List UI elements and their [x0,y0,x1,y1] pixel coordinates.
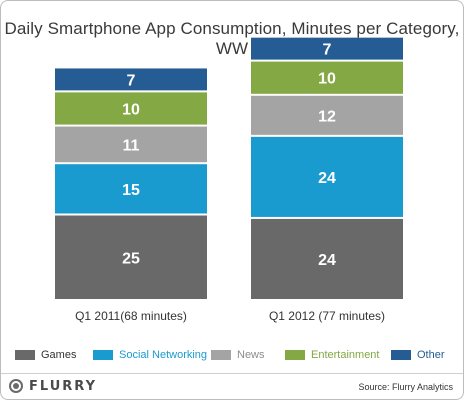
bar-segment-entertainment-2 [251,61,403,94]
flurry-logo-icon [9,379,23,393]
data-label-games-1: 25 [122,250,140,267]
source-note: Source: Flurry Analytics [358,382,453,392]
bar-segment-social-networking-2 [251,136,403,217]
data-label-social-networking-2: 24 [318,170,336,187]
flurry-logo-text: FLURRY [29,378,97,394]
legend-label: Entertainment [311,349,380,362]
x-tick-label-2: Q1 2012 (77 minutes) [269,309,385,323]
bar-segment-news-2 [251,95,403,135]
legend-label: Social Networking [119,349,208,362]
chart-title: Daily Smartphone App Consumption, Minute… [4,19,460,58]
legend-item-news: News [211,349,265,361]
legend-item-other: Other [391,349,445,361]
bar-segment-other-1 [55,68,207,91]
bar-segment-entertainment-1 [55,92,207,125]
legend-label: Other [417,349,445,362]
data-label-news-1: 11 [123,137,140,154]
footer-divider [1,373,463,374]
legend-swatch [285,350,305,361]
data-label-entertainment-2: 10 [318,71,336,88]
data-label-other-2: 7 [323,42,332,59]
legend-swatch [211,350,231,361]
legend: Games Social Networking News Entertainment O… [1,349,463,365]
legend-swatch [93,350,113,361]
legend-item-entertainment: Entertainment [285,349,379,361]
legend-label: News [237,349,265,362]
data-label-entertainment-1: 10 [122,101,140,118]
legend-item-games: Games [15,349,76,361]
data-label-news-2: 12 [318,108,336,125]
legend-swatch [391,350,411,361]
bar-segment-news-1 [55,126,207,163]
bar-segment-social-networking-1 [55,164,207,214]
bar-segment-games-2 [251,218,403,299]
flurry-logo: FLURRY [9,378,97,394]
bar-segment-games-1 [55,215,207,299]
legend-item-social-networking: Social Networking [93,349,207,361]
stacked-bar-chart: 25 15 11 10 7 Q1 2011(68 minutes) 24 24 12 10 7 Q1 … [55,37,403,323]
data-label-games-2: 24 [318,252,336,269]
legend-swatch [15,350,35,361]
bar-segment-other-2 [251,37,403,60]
x-tick-label-1: Q1 2011(68 minutes) [75,309,187,323]
legend-label: Games [41,349,77,362]
data-label-other-1: 7 [127,72,136,89]
data-label-social-networking-1: 15 [122,182,140,199]
